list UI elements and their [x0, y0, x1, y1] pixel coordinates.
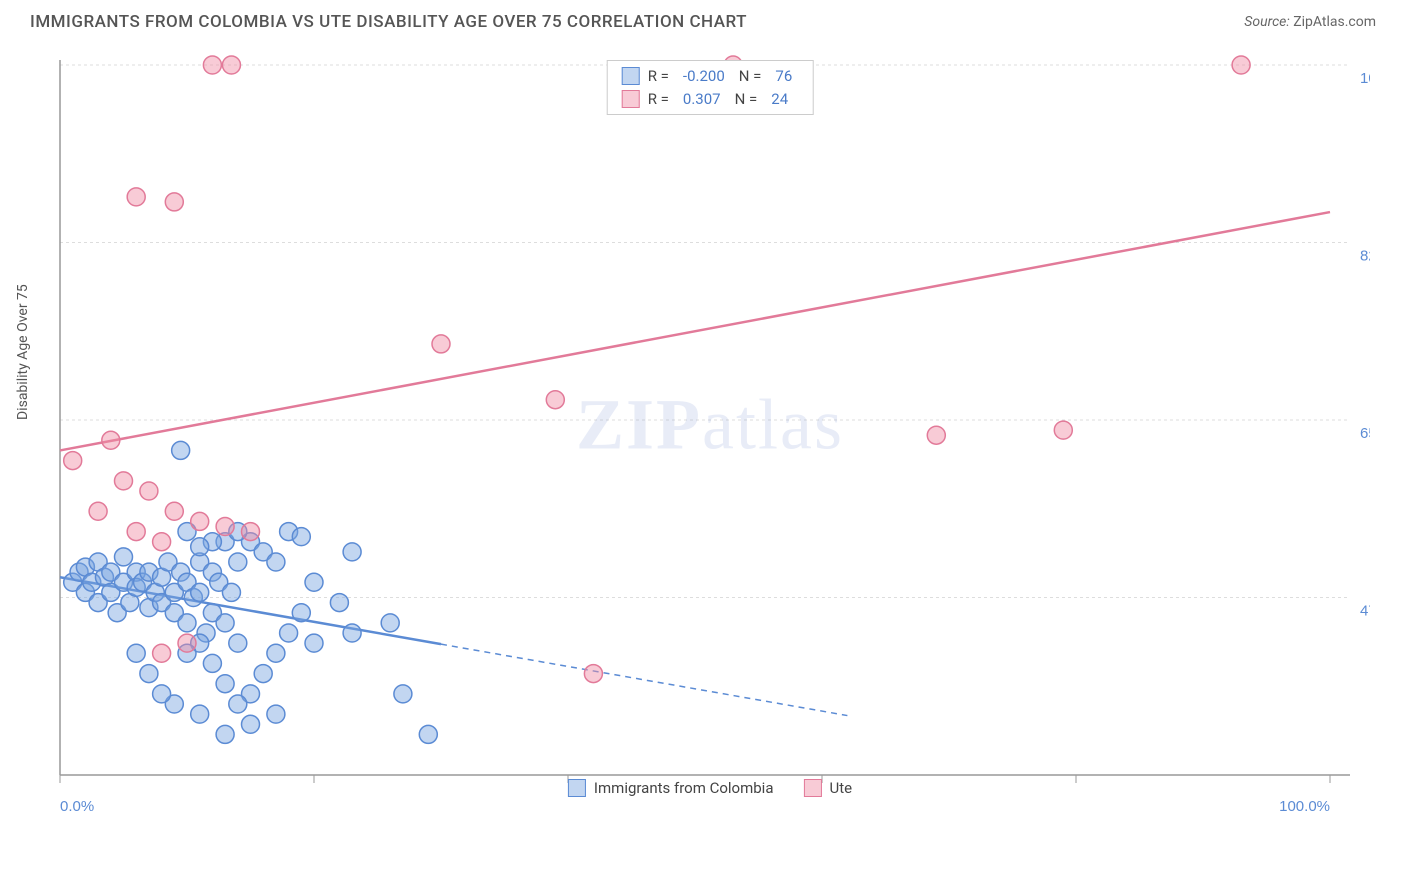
svg-text:100.0%: 100.0%	[1360, 70, 1370, 87]
svg-text:0.0%: 0.0%	[60, 798, 94, 815]
r-label: R =	[648, 65, 669, 88]
r-label: R =	[648, 88, 669, 111]
chart-title: IMMIGRANTS FROM COLOMBIA VS UTE DISABILI…	[30, 12, 747, 32]
source-label: Source:	[1244, 14, 1289, 30]
svg-text:100.0%: 100.0%	[1279, 798, 1330, 815]
r-value-1: -0.200	[683, 65, 725, 88]
swatch-series-2	[803, 779, 821, 797]
scatter-chart: 47.5% 65.0% 82.5% 100.0% 0.0% 100.0%	[50, 55, 1370, 825]
n-value-2: 24	[771, 88, 788, 111]
stats-legend: R = -0.200 N = 76 R = 0.307 N = 24	[607, 60, 814, 115]
swatch-series-2	[622, 90, 640, 108]
stats-row-series-1: R = -0.200 N = 76	[622, 65, 799, 88]
svg-text:65.0%: 65.0%	[1360, 425, 1370, 442]
svg-text:47.5%: 47.5%	[1360, 603, 1370, 620]
chart-area: 47.5%65.0%82.5%100.0%0.0%100.0% ZIPatlas…	[50, 55, 1370, 825]
series-2-name: Ute	[829, 779, 852, 797]
series-legend: Immigrants from Colombia Ute	[568, 779, 852, 797]
n-label: N =	[735, 88, 758, 111]
r-value-2: 0.307	[683, 88, 721, 111]
y-axis-label: Disability Age Over 75	[15, 284, 31, 420]
svg-text:82.5%: 82.5%	[1360, 248, 1370, 265]
series-1-name: Immigrants from Colombia	[594, 779, 774, 797]
source-name: ZipAtlas.com	[1293, 14, 1376, 30]
source-attribution: Source: ZipAtlas.com	[1244, 14, 1376, 30]
swatch-series-1	[622, 67, 640, 85]
swatch-series-1	[568, 779, 586, 797]
stats-row-series-2: R = 0.307 N = 24	[622, 88, 799, 111]
legend-item-2: Ute	[803, 779, 852, 797]
chart-header: IMMIGRANTS FROM COLOMBIA VS UTE DISABILI…	[0, 0, 1406, 40]
legend-item-1: Immigrants from Colombia	[568, 779, 774, 797]
n-value-1: 76	[775, 65, 792, 88]
n-label: N =	[739, 65, 762, 88]
